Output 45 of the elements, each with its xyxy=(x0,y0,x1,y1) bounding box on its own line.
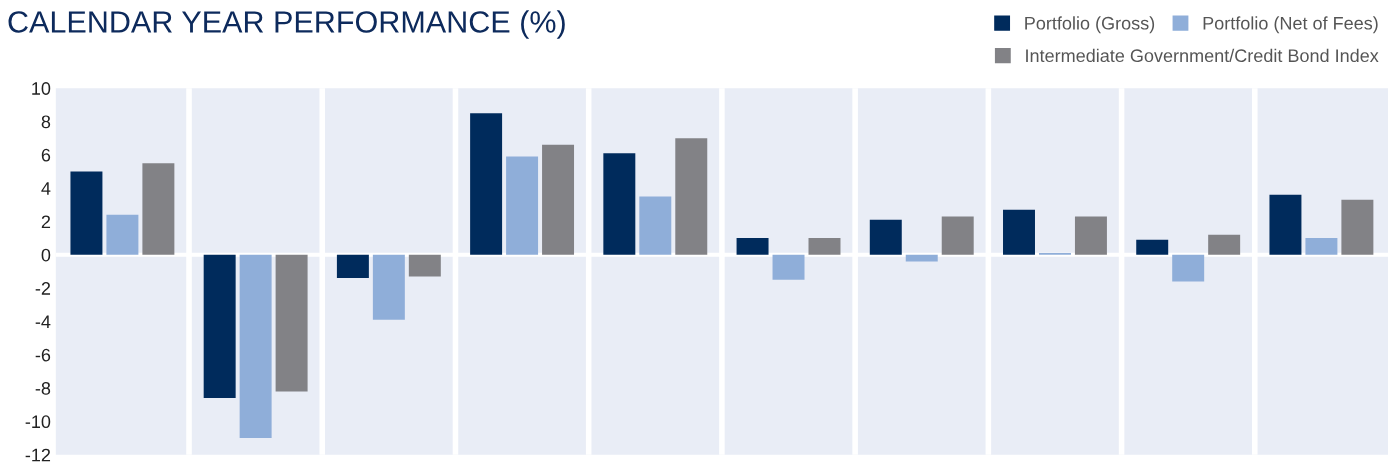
bar xyxy=(1208,234,1241,255)
bar xyxy=(506,156,539,255)
legend-label: Portfolio (Gross) xyxy=(1025,16,1155,34)
bar xyxy=(542,144,575,255)
bar xyxy=(1172,254,1205,282)
bar xyxy=(106,214,139,255)
chart-title: CALENDAR YEAR PERFORMANCE (%) xyxy=(8,10,565,39)
bar xyxy=(808,238,841,255)
y-tick-label: 6 xyxy=(41,148,51,162)
bar xyxy=(408,254,441,277)
bar xyxy=(70,171,103,255)
legend-label: Intermediate Government/Credit Bond Index xyxy=(1026,48,1379,63)
bar xyxy=(470,113,503,255)
y-tick-label: 8 xyxy=(41,115,51,129)
bar xyxy=(142,163,175,255)
y-tick-label: -4 xyxy=(35,315,51,328)
bar xyxy=(772,254,805,280)
bar xyxy=(941,216,974,255)
y-tick-label: -2 xyxy=(35,282,51,295)
bar xyxy=(639,196,672,255)
bar xyxy=(239,254,272,439)
bar xyxy=(275,254,308,392)
bar xyxy=(736,238,769,255)
bar xyxy=(603,153,636,255)
y-tick-label: -6 xyxy=(35,348,51,362)
bar xyxy=(905,254,938,262)
y-tick-label: 4 xyxy=(41,182,51,195)
bar xyxy=(1305,238,1338,255)
legend-label: Portfolio (Net of Fees) xyxy=(1203,16,1378,34)
bar xyxy=(372,254,405,320)
y-tick-label: 10 xyxy=(32,82,51,95)
bar xyxy=(675,138,708,255)
bar xyxy=(1003,209,1035,255)
y-tick-label: -12 xyxy=(25,448,51,462)
bar xyxy=(1136,239,1169,255)
y-tick-label: -10 xyxy=(25,415,51,429)
bar xyxy=(1341,199,1374,255)
bar xyxy=(869,219,902,255)
bar xyxy=(1074,216,1107,255)
y-tick-label: 2 xyxy=(41,215,51,228)
y-tick-label: 0 xyxy=(41,248,51,262)
bar xyxy=(336,254,369,279)
bar xyxy=(203,254,236,399)
bar xyxy=(1269,194,1302,255)
y-tick-label: -8 xyxy=(35,382,51,395)
